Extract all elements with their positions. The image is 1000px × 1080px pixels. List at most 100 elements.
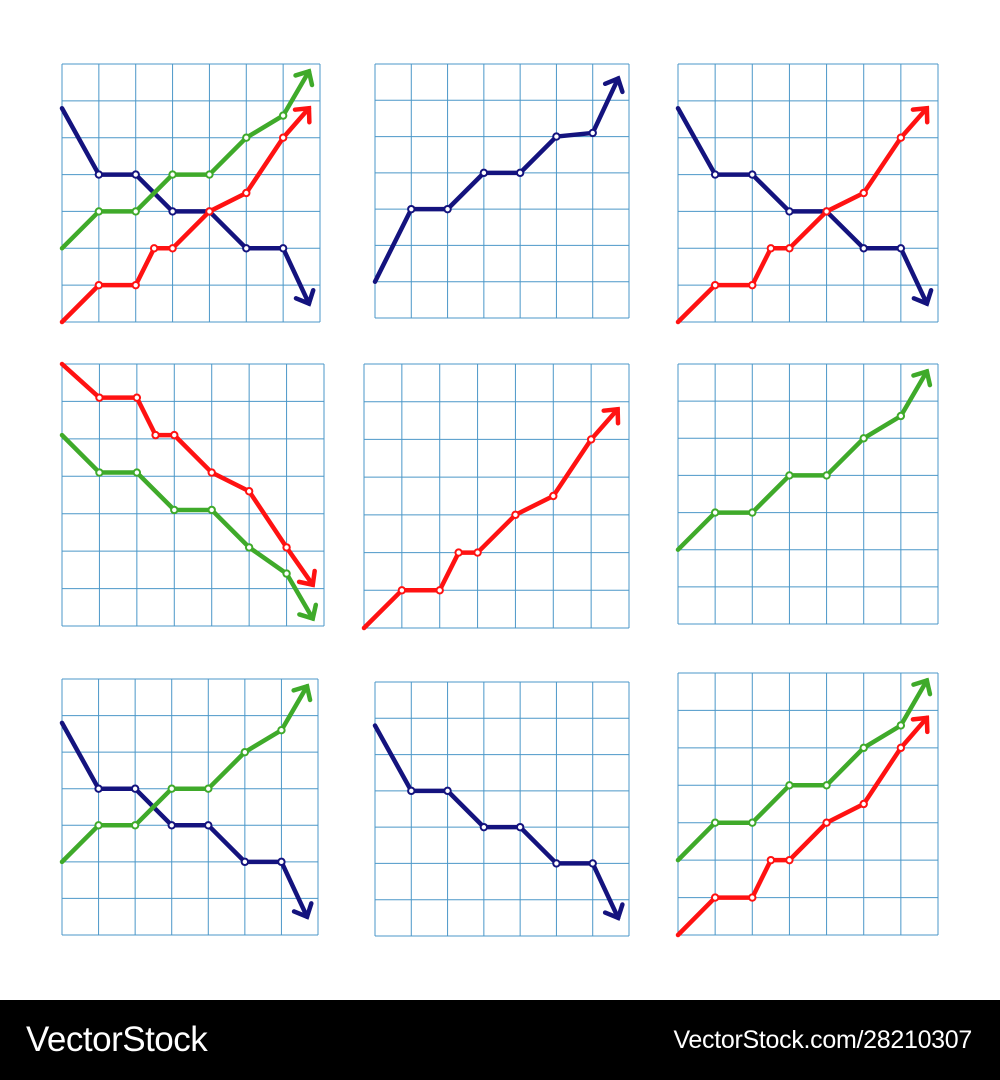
data-point bbox=[243, 190, 249, 196]
data-point bbox=[205, 822, 211, 828]
data-point bbox=[95, 822, 101, 828]
data-point bbox=[861, 190, 867, 196]
data-point bbox=[169, 822, 175, 828]
data-point bbox=[823, 472, 829, 478]
data-point bbox=[823, 820, 829, 826]
data-point bbox=[206, 171, 212, 177]
data-point bbox=[749, 820, 755, 826]
chart-8 bbox=[375, 682, 629, 936]
data-point bbox=[861, 745, 867, 751]
data-point bbox=[280, 135, 286, 141]
data-point bbox=[169, 245, 175, 251]
data-point bbox=[590, 860, 596, 866]
data-point bbox=[749, 894, 755, 900]
data-point bbox=[283, 544, 289, 550]
data-point bbox=[712, 509, 718, 515]
data-point bbox=[861, 435, 867, 441]
image-credit: VectorStock.com/28210307 bbox=[673, 1026, 972, 1055]
data-point bbox=[786, 857, 792, 863]
chart-6 bbox=[678, 364, 938, 624]
data-point bbox=[861, 801, 867, 807]
data-point bbox=[481, 824, 487, 830]
chart-svg bbox=[678, 673, 938, 935]
series-green bbox=[62, 435, 316, 618]
chart-svg bbox=[678, 64, 938, 322]
data-point bbox=[517, 824, 523, 830]
grid bbox=[62, 364, 324, 626]
data-point bbox=[243, 245, 249, 251]
data-point bbox=[861, 245, 867, 251]
data-point bbox=[133, 171, 139, 177]
data-point bbox=[408, 206, 414, 212]
data-point bbox=[786, 472, 792, 478]
data-point bbox=[749, 282, 755, 288]
data-point bbox=[712, 171, 718, 177]
data-point bbox=[169, 786, 175, 792]
data-point bbox=[712, 894, 718, 900]
data-point bbox=[242, 749, 248, 755]
series-green bbox=[62, 686, 310, 862]
data-point bbox=[171, 432, 177, 438]
data-point bbox=[898, 245, 904, 251]
series-green bbox=[678, 680, 930, 860]
chart-svg bbox=[678, 364, 938, 624]
data-point bbox=[590, 130, 596, 136]
data-point bbox=[278, 859, 284, 865]
chart-svg bbox=[62, 364, 324, 626]
data-point bbox=[206, 208, 212, 214]
data-point bbox=[437, 587, 443, 593]
data-point bbox=[444, 206, 450, 212]
data-point bbox=[399, 587, 405, 593]
data-point bbox=[171, 507, 177, 513]
data-point bbox=[768, 245, 774, 251]
data-point bbox=[246, 544, 252, 550]
chart-1 bbox=[62, 64, 320, 322]
series-green bbox=[678, 371, 930, 549]
vectorstock-logo: VectorStock bbox=[26, 1020, 207, 1060]
watermark-banner: VectorStock VectorStock.com/28210307 bbox=[0, 1000, 1000, 1080]
data-point bbox=[712, 820, 718, 826]
data-point bbox=[132, 786, 138, 792]
chart-svg bbox=[364, 364, 629, 628]
chart-2 bbox=[375, 64, 629, 318]
data-point bbox=[553, 133, 559, 139]
chart-svg bbox=[62, 64, 320, 322]
data-point bbox=[823, 782, 829, 788]
data-point bbox=[444, 788, 450, 794]
data-point bbox=[96, 469, 102, 475]
data-point bbox=[151, 245, 157, 251]
data-point bbox=[898, 135, 904, 141]
data-point bbox=[280, 112, 286, 118]
data-point bbox=[898, 745, 904, 751]
data-point bbox=[169, 171, 175, 177]
data-point bbox=[553, 860, 559, 866]
grid bbox=[678, 364, 938, 624]
chart-3 bbox=[678, 64, 938, 322]
data-point bbox=[134, 394, 140, 400]
data-point bbox=[278, 727, 284, 733]
data-point bbox=[898, 722, 904, 728]
data-point bbox=[95, 786, 101, 792]
data-point bbox=[512, 512, 518, 518]
series-navy bbox=[375, 79, 622, 282]
data-point bbox=[550, 493, 556, 499]
chart-grid bbox=[0, 0, 1000, 1000]
data-point bbox=[517, 170, 523, 176]
data-point bbox=[243, 135, 249, 141]
data-point bbox=[205, 786, 211, 792]
data-point bbox=[749, 509, 755, 515]
data-point bbox=[246, 488, 252, 494]
data-point bbox=[408, 788, 414, 794]
data-point bbox=[152, 432, 158, 438]
data-point bbox=[786, 782, 792, 788]
grid bbox=[375, 682, 629, 936]
chart-5 bbox=[364, 364, 629, 628]
chart-svg bbox=[62, 679, 318, 935]
data-point bbox=[169, 208, 175, 214]
data-point bbox=[455, 549, 461, 555]
data-point bbox=[786, 208, 792, 214]
series-green bbox=[62, 71, 312, 248]
data-point bbox=[133, 282, 139, 288]
data-point bbox=[96, 208, 102, 214]
chart-svg bbox=[375, 682, 629, 936]
